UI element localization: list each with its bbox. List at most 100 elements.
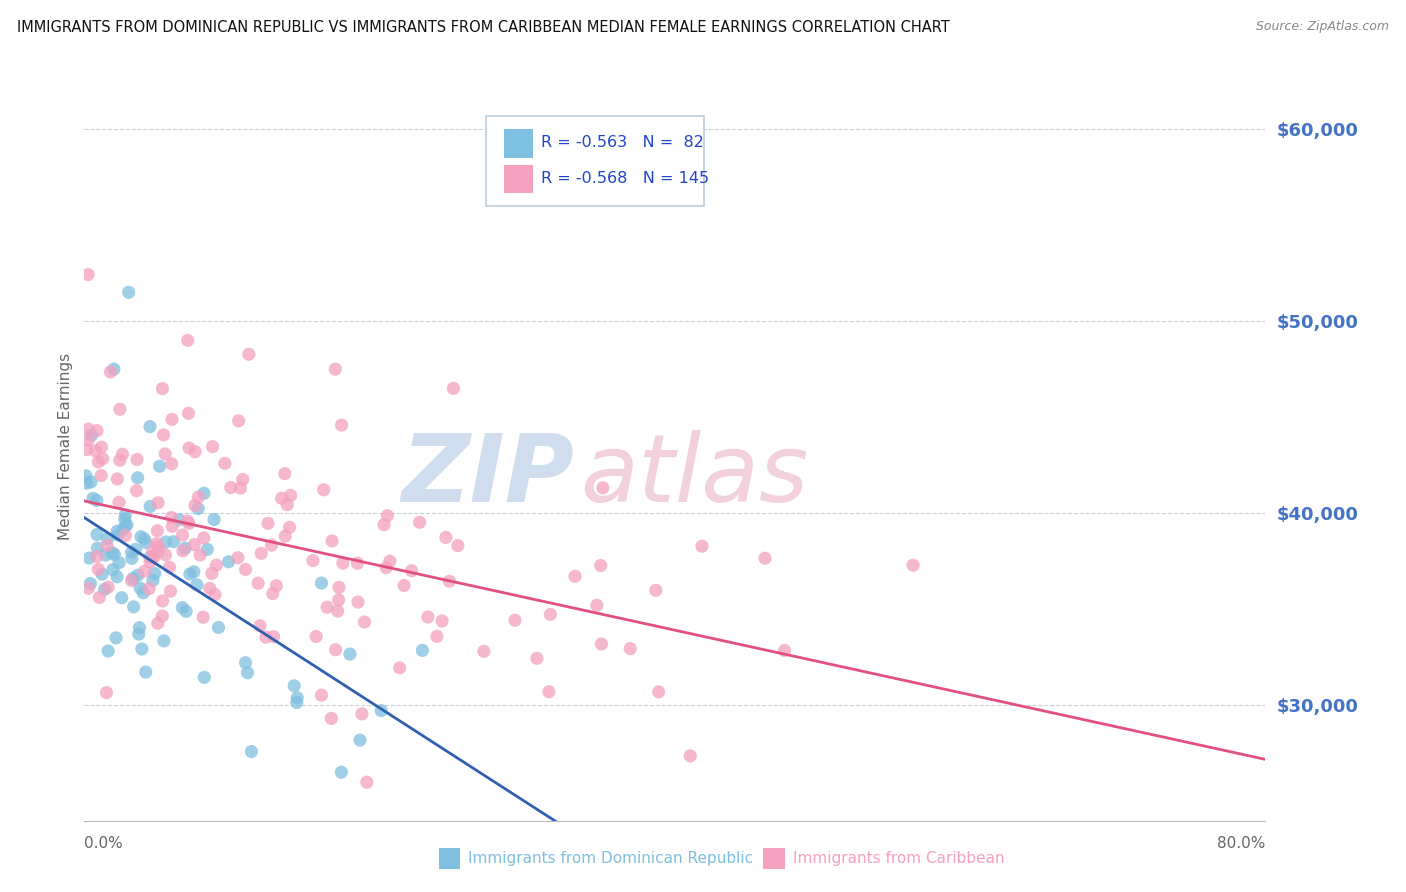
Point bbox=[193, 531, 215, 545]
Point bbox=[330, 765, 353, 780]
Point bbox=[377, 508, 399, 523]
Bar bbox=[763, 848, 785, 870]
Point bbox=[901, 558, 924, 573]
Point bbox=[285, 696, 308, 710]
Point bbox=[219, 481, 242, 495]
Point bbox=[124, 542, 146, 557]
Point bbox=[105, 524, 128, 539]
Point bbox=[312, 483, 335, 497]
Point bbox=[125, 452, 148, 467]
Point bbox=[644, 583, 666, 598]
Point bbox=[205, 558, 228, 573]
Point bbox=[172, 600, 194, 615]
Point bbox=[132, 586, 155, 600]
Point bbox=[111, 447, 134, 461]
Point bbox=[347, 595, 370, 609]
Point bbox=[86, 527, 108, 541]
Point bbox=[75, 468, 97, 483]
Point bbox=[370, 704, 392, 718]
Point bbox=[302, 553, 325, 567]
Point bbox=[564, 569, 586, 583]
Point bbox=[121, 545, 143, 559]
Point bbox=[266, 579, 288, 593]
Point bbox=[150, 609, 173, 624]
Point bbox=[186, 578, 208, 592]
Point bbox=[591, 637, 613, 651]
Point bbox=[592, 481, 614, 495]
Point bbox=[311, 576, 333, 591]
Point bbox=[160, 457, 183, 471]
Point bbox=[254, 630, 277, 644]
Point bbox=[101, 546, 124, 560]
Point bbox=[434, 531, 457, 545]
Point bbox=[145, 536, 167, 550]
Point bbox=[392, 578, 415, 592]
Point bbox=[249, 619, 271, 633]
Point bbox=[439, 574, 461, 589]
Point bbox=[276, 498, 298, 512]
Point bbox=[76, 442, 98, 457]
Point bbox=[198, 582, 221, 596]
Point bbox=[125, 483, 148, 498]
Point bbox=[128, 621, 150, 635]
Point bbox=[325, 642, 347, 657]
Point bbox=[172, 528, 194, 542]
Point bbox=[114, 508, 136, 522]
Point bbox=[179, 567, 201, 582]
Bar bbox=[503, 165, 533, 194]
Point bbox=[679, 748, 702, 763]
Point bbox=[87, 562, 110, 576]
Text: R = -0.568   N = 145: R = -0.568 N = 145 bbox=[541, 171, 710, 186]
Point bbox=[143, 566, 166, 581]
Point bbox=[263, 630, 285, 644]
Point bbox=[127, 471, 149, 485]
Point bbox=[80, 428, 103, 442]
FancyBboxPatch shape bbox=[486, 116, 704, 206]
Point bbox=[77, 422, 100, 436]
Point bbox=[388, 661, 411, 675]
Point bbox=[152, 594, 174, 608]
Point bbox=[187, 501, 209, 516]
Point bbox=[207, 620, 229, 634]
Point bbox=[195, 542, 218, 557]
Point bbox=[90, 468, 112, 483]
Point bbox=[89, 591, 111, 605]
Point bbox=[153, 633, 176, 648]
Point bbox=[274, 529, 297, 543]
Point bbox=[77, 581, 100, 595]
Point bbox=[177, 406, 200, 420]
Point bbox=[114, 528, 136, 542]
Point bbox=[349, 733, 371, 747]
Point bbox=[350, 706, 373, 721]
Point bbox=[305, 629, 328, 643]
Point bbox=[232, 473, 254, 487]
Point bbox=[111, 591, 134, 605]
Point bbox=[146, 496, 169, 510]
Text: ZIP: ZIP bbox=[402, 430, 575, 522]
Point bbox=[160, 412, 183, 426]
Point bbox=[82, 491, 104, 506]
Point bbox=[139, 419, 162, 434]
Point bbox=[76, 476, 98, 491]
Point bbox=[77, 433, 100, 447]
Point bbox=[472, 644, 495, 658]
Point bbox=[226, 550, 249, 565]
Point bbox=[538, 607, 561, 622]
Point bbox=[229, 481, 252, 495]
Point bbox=[148, 540, 170, 554]
Point bbox=[202, 512, 225, 526]
Text: atlas: atlas bbox=[581, 431, 808, 522]
Point bbox=[129, 581, 152, 595]
Point bbox=[108, 453, 131, 467]
Point bbox=[177, 441, 200, 455]
Point bbox=[142, 550, 165, 565]
Point bbox=[111, 523, 134, 537]
Point bbox=[93, 582, 115, 597]
Point bbox=[325, 362, 347, 376]
Point bbox=[115, 518, 138, 533]
Point bbox=[162, 534, 184, 549]
Point bbox=[91, 451, 114, 466]
Point bbox=[155, 535, 177, 549]
Point bbox=[138, 582, 160, 596]
Point bbox=[129, 530, 152, 544]
